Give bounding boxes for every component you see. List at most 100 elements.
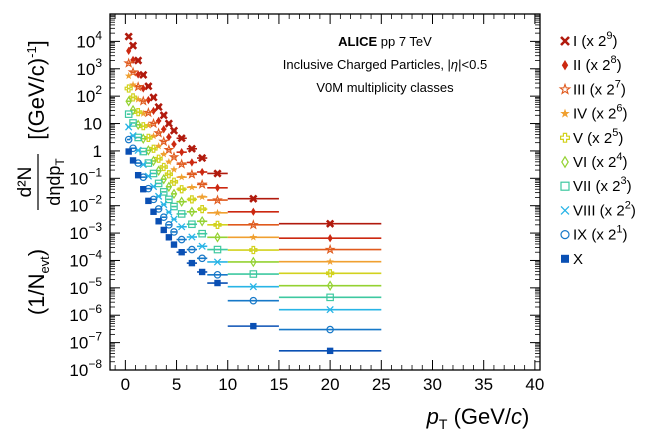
y-tick-label: 104 xyxy=(76,28,102,51)
legend-label: IV (x 26) xyxy=(573,103,627,123)
marker-diamond xyxy=(250,256,257,268)
legend-label: VIII (x 22) xyxy=(573,199,636,219)
legend-entry: V (x 25) xyxy=(560,127,623,147)
marker-circle xyxy=(326,325,334,334)
legend-entry: VIII (x 22) xyxy=(560,199,636,219)
marker-x xyxy=(169,126,179,135)
marker-diamond xyxy=(126,46,132,56)
marker-diamond xyxy=(145,95,151,105)
marker-diamond xyxy=(199,167,205,177)
marker-square xyxy=(125,148,132,155)
marker-circle xyxy=(129,144,137,153)
marker-x xyxy=(165,208,173,216)
marker-x xyxy=(128,41,138,50)
marker-diamond xyxy=(166,132,172,142)
marker-cross xyxy=(198,204,207,214)
marker-square xyxy=(134,171,142,179)
annotation-experiment: ALICE xyxy=(338,34,377,49)
y-tick-label: 10−7 xyxy=(69,330,102,353)
marker-star xyxy=(153,127,165,138)
marker-diamond xyxy=(165,181,173,193)
legend-entry: IV (x 26) xyxy=(560,103,627,123)
marker-square xyxy=(124,110,133,118)
marker-x xyxy=(560,36,570,46)
marker-cross xyxy=(213,220,222,229)
marker-diamond xyxy=(188,206,196,218)
plot-frame xyxy=(109,13,541,371)
marker-square xyxy=(326,347,334,355)
legend-entry: VII (x 23) xyxy=(560,175,632,195)
marker-square xyxy=(170,241,178,248)
marker-diamond xyxy=(189,158,195,167)
marker-star xyxy=(163,144,175,155)
marker-star xyxy=(176,158,188,169)
marker-x xyxy=(213,169,222,178)
marker-square xyxy=(249,270,258,278)
x-tick-label: 15 xyxy=(269,375,288,394)
series-8 xyxy=(125,123,382,314)
legend-label: X xyxy=(573,251,583,268)
marker-x xyxy=(125,123,133,131)
x-tick-label: 25 xyxy=(372,375,391,394)
x-axis-title: pT (GeV/c) xyxy=(426,404,530,432)
legend-label: III (x 27) xyxy=(573,78,626,98)
marker-square xyxy=(188,259,196,267)
marker-x xyxy=(170,215,178,223)
marker-diamond xyxy=(214,232,221,243)
annotation-system: pp 7 TeV xyxy=(377,34,432,49)
marker-star xyxy=(249,233,258,241)
y-tick-label: 103 xyxy=(76,56,102,79)
svg-text:pT (GeV/c): pT (GeV/c) xyxy=(426,404,530,432)
marker-cross xyxy=(560,132,570,143)
marker-circle xyxy=(177,235,186,244)
marker-star xyxy=(127,66,139,77)
marker-diamond xyxy=(155,165,162,176)
y-tick-label: 10−2 xyxy=(69,193,102,216)
axes: 0 5 10 15 20 25 30 35 4010410310210110−110−210−3… xyxy=(69,13,544,394)
marker-star xyxy=(124,71,133,80)
marker-star xyxy=(186,168,198,179)
marker-x xyxy=(325,219,335,228)
marker-star xyxy=(129,80,137,89)
x-tick-label: 35 xyxy=(474,375,493,394)
marker-square xyxy=(155,218,162,225)
data-points xyxy=(123,32,382,355)
marker-star xyxy=(134,95,142,103)
marker-x xyxy=(144,82,153,91)
marker-x xyxy=(198,153,207,163)
marker-square xyxy=(154,179,163,188)
annotation-selection: Inclusive Charged Particles, |η|<0.5 xyxy=(283,57,487,72)
marker-square xyxy=(160,226,167,234)
marker-x xyxy=(177,134,186,143)
series-3 xyxy=(123,57,382,255)
svg-text:dηdpT: dηdpT xyxy=(44,158,67,206)
series-4 xyxy=(124,71,382,265)
x-tick-label: 20 xyxy=(321,375,340,394)
marker-cross xyxy=(249,245,258,255)
legend: I (x 29) II (x 28) III (x 27) IV (x 26) V (x… xyxy=(558,30,636,268)
legend-entry: VI (x 24) xyxy=(561,151,627,171)
legend-entry: X xyxy=(561,251,583,268)
marker-diamond xyxy=(561,60,569,71)
y-tick-label: 10−3 xyxy=(69,220,102,243)
marker-x xyxy=(188,233,196,241)
legend-label: IX (x 21) xyxy=(573,224,627,244)
y-tick-label: 10−8 xyxy=(69,357,102,380)
marker-star xyxy=(123,57,135,68)
y-axis-title: (1/Nevt) d²N dηdpT [(GeV/c)-1] xyxy=(15,40,67,315)
marker-square xyxy=(165,234,173,241)
series-5 xyxy=(124,84,382,278)
marker-cross xyxy=(124,84,133,93)
marker-diamond xyxy=(160,173,168,185)
series-2 xyxy=(126,46,382,243)
marker-circle xyxy=(165,221,173,229)
marker-diamond xyxy=(327,234,333,243)
marker-cross xyxy=(128,93,138,102)
marker-x xyxy=(164,119,173,128)
y-tick-label: 10 xyxy=(83,115,102,134)
y-tick-label: 10−1 xyxy=(69,165,102,188)
marker-square xyxy=(150,208,157,215)
marker-x xyxy=(213,258,222,266)
marker-x xyxy=(249,194,258,203)
svg-text:ALICE pp 7 TeV: ALICE pp 7 TeV xyxy=(338,34,432,49)
